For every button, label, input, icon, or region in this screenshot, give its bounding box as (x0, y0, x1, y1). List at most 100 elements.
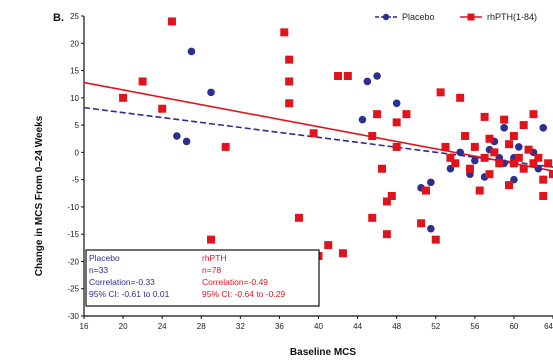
stats-placebo-n: n=33 (89, 265, 108, 275)
stats-box-frame (85, 249, 320, 307)
rhpth-point (421, 186, 430, 195)
rhpth-point (529, 110, 538, 119)
y-tick-label: -20 (67, 257, 79, 266)
placebo-point (187, 47, 196, 56)
placebo-point (363, 77, 372, 86)
rhpth-point (485, 170, 494, 179)
rhpth-point (392, 118, 401, 127)
rhpth-point (465, 164, 474, 173)
x-tick-label: 20 (119, 322, 128, 331)
rhpth-point (158, 104, 167, 113)
panel-label: B. (53, 12, 64, 24)
rhpth-point (519, 164, 528, 173)
y-axis-title: Change in MCS From 0–24 Weeks (34, 115, 45, 276)
placebo-point (207, 88, 215, 97)
rhpth-point (495, 159, 504, 168)
rhpth-point (138, 77, 147, 86)
rhpth-point (221, 142, 230, 151)
rhpth-point (534, 153, 543, 162)
placebo-point (427, 178, 435, 187)
stats-placebo-correlation: Correlation=-0.33 (89, 277, 155, 287)
x-tick-label: 56 (470, 322, 479, 331)
rhpth-point (505, 181, 514, 190)
rhpth-point (524, 145, 533, 154)
rhpth-point (544, 159, 553, 168)
y-ticks: 25 20 15 10 5 0 -5 -10 -15 -20 -25 -30 (67, 12, 84, 321)
fit-lines (83, 81, 553, 172)
placebo-point (471, 156, 479, 165)
y-tick-label: -10 (67, 203, 79, 212)
rhpth-point (309, 129, 318, 138)
rhpth-point (485, 134, 494, 143)
rhpth-point (509, 132, 518, 140)
rhpth-point (334, 72, 343, 80)
rhpth-point (207, 235, 216, 244)
rhpth-point (373, 110, 382, 119)
rhpth-point (285, 77, 294, 86)
y-tick-label: 25 (70, 12, 79, 21)
rhpth-point (470, 142, 479, 151)
y-tick-label: 15 (70, 67, 79, 76)
stats-placebo-ci: 95% CI: -0.61 to 0.01 (89, 289, 170, 299)
x-tick-label: 24 (158, 322, 167, 331)
placebo-fit-line (83, 106, 553, 168)
y-tick-label: 10 (70, 94, 79, 103)
rhpth-point (368, 213, 377, 222)
rhpth-point (387, 192, 396, 200)
placebo-point (182, 137, 191, 146)
rhpth-point (431, 235, 440, 244)
rhpth-point (285, 99, 294, 108)
x-tick-label: 44 (353, 322, 362, 331)
placebo-point (373, 72, 381, 80)
rhpth-point (378, 164, 387, 173)
stats-rhpth-ci: 95% CI: -0.64 to -0.29 (202, 289, 285, 299)
x-tick-label: 60 (509, 322, 518, 331)
placebo-point (500, 124, 508, 132)
placebo-point (427, 224, 435, 233)
x-ticks: 16 20 24 28 32 36 40 44 48 52 56 60 64 (80, 316, 553, 331)
rhpth-point (549, 170, 553, 179)
stats-rhpth-correlation: Correlation=-0.49 (202, 277, 268, 287)
x-tick-label: 64 (544, 322, 553, 331)
y-tick-label: 20 (70, 39, 79, 48)
y-tick-label: -30 (67, 312, 79, 321)
placebo-point (358, 115, 367, 124)
rhpth-point (119, 93, 128, 102)
rhpth-point (338, 249, 347, 258)
placebo-point (173, 132, 181, 140)
legend-placebo-marker (382, 13, 390, 21)
y-tick-label: -25 (67, 285, 79, 294)
rhpth-point (529, 159, 538, 168)
rhpth-point (509, 159, 518, 168)
rhpth-point (451, 159, 460, 168)
x-tick-label: 16 (80, 322, 89, 331)
x-tick-label: 36 (275, 322, 284, 331)
stats-rhpth-n: n=78 (202, 265, 221, 275)
rhpth-point (480, 153, 489, 162)
x-tick-label: 52 (431, 322, 440, 331)
rhpth-point (417, 219, 426, 228)
rhpth-point (514, 153, 523, 162)
rhpth-point (461, 132, 470, 140)
rhpth-point (167, 17, 176, 26)
y-tick-label: 5 (75, 121, 80, 130)
y-tick-label: -15 (67, 230, 79, 239)
placebo-point (539, 124, 548, 132)
placebo-point (456, 148, 464, 157)
rhpth-point (446, 153, 455, 162)
stats-rhpth-title: rhPTH (202, 253, 227, 263)
rhpth-point (436, 88, 445, 97)
rhpth-point (402, 110, 411, 119)
rhpth-point (539, 175, 548, 184)
rhpth-point (441, 142, 450, 151)
rhpth-fit-line (83, 81, 553, 172)
stats-placebo-title: Placebo (89, 253, 120, 263)
rhpth-point (324, 241, 333, 250)
rhpth-point (280, 28, 289, 37)
rhpth-point (539, 192, 548, 200)
rhpth-point (480, 112, 489, 121)
x-axis-title: Baseline MCS (290, 347, 356, 358)
legend-placebo-label: Placebo (402, 12, 435, 22)
rhpth-point (294, 213, 303, 222)
rhpth-point (392, 142, 401, 151)
